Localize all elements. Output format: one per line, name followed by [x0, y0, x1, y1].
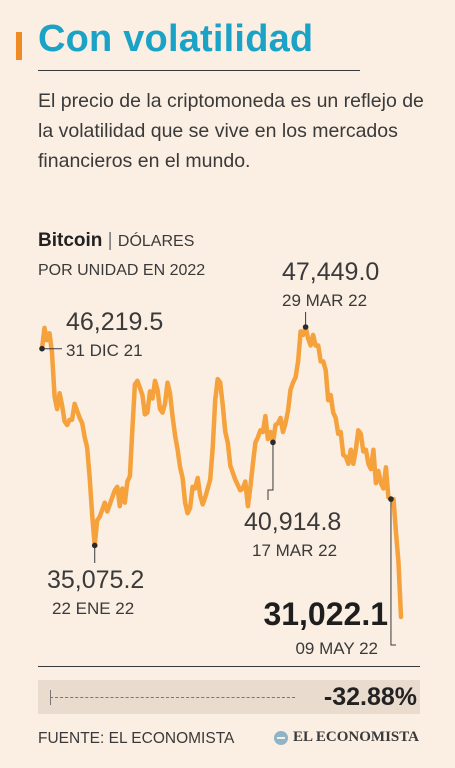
annotation-marker — [270, 439, 276, 446]
annotation-marker — [302, 324, 309, 330]
annotation-marker — [388, 496, 394, 502]
annotation-date: 09 MAY 22 — [295, 639, 378, 658]
bitcoin-price-line — [39, 324, 404, 620]
chart-title: Bitcoin | DÓLARES — [38, 230, 194, 252]
bottom-divider — [38, 666, 420, 667]
chart-title-separator: | — [107, 230, 113, 251]
annotation-marker — [39, 345, 45, 352]
title-divider — [38, 70, 360, 71]
brand-name: EL ECONOMISTA — [293, 729, 419, 745]
page-title: Con volatilidad — [38, 18, 314, 60]
annotation-value: 35,075.2 — [47, 566, 144, 594]
change-bar-dashed-line — [50, 697, 295, 698]
source-text: FUENTE: EL ECONOMISTA — [38, 730, 235, 747]
leader-line — [267, 442, 274, 500]
chart-title-name: Bitcoin — [38, 230, 103, 251]
globe-icon — [274, 730, 288, 745]
annotation-value: 40,914.8 — [244, 508, 341, 536]
annotation-date: 22 ENE 22 — [52, 599, 134, 618]
annotation-date: 29 MAR 22 — [282, 291, 367, 310]
brand-logo: EL ECONOMISTA — [274, 729, 419, 746]
accent-bar — [16, 32, 22, 60]
annotation-value: 31,022.1 — [263, 596, 388, 632]
page-subtitle: El precio de la criptomoneda es un refle… — [38, 90, 424, 172]
annotation-value: 47,449.0 — [282, 258, 379, 286]
leader-line — [390, 499, 396, 646]
chart-title-unit: DÓLARES — [117, 233, 195, 250]
annotation-marker — [91, 542, 98, 549]
annotation-value: 46,219.5 — [66, 308, 163, 336]
annotation-date: 17 MAR 22 — [252, 541, 337, 560]
change-value: -32.88% — [323, 683, 417, 711]
chart-subunit: POR UNIDAD EN 2022 — [38, 262, 206, 279]
annotation-date: 31 DIC 21 — [66, 341, 143, 360]
